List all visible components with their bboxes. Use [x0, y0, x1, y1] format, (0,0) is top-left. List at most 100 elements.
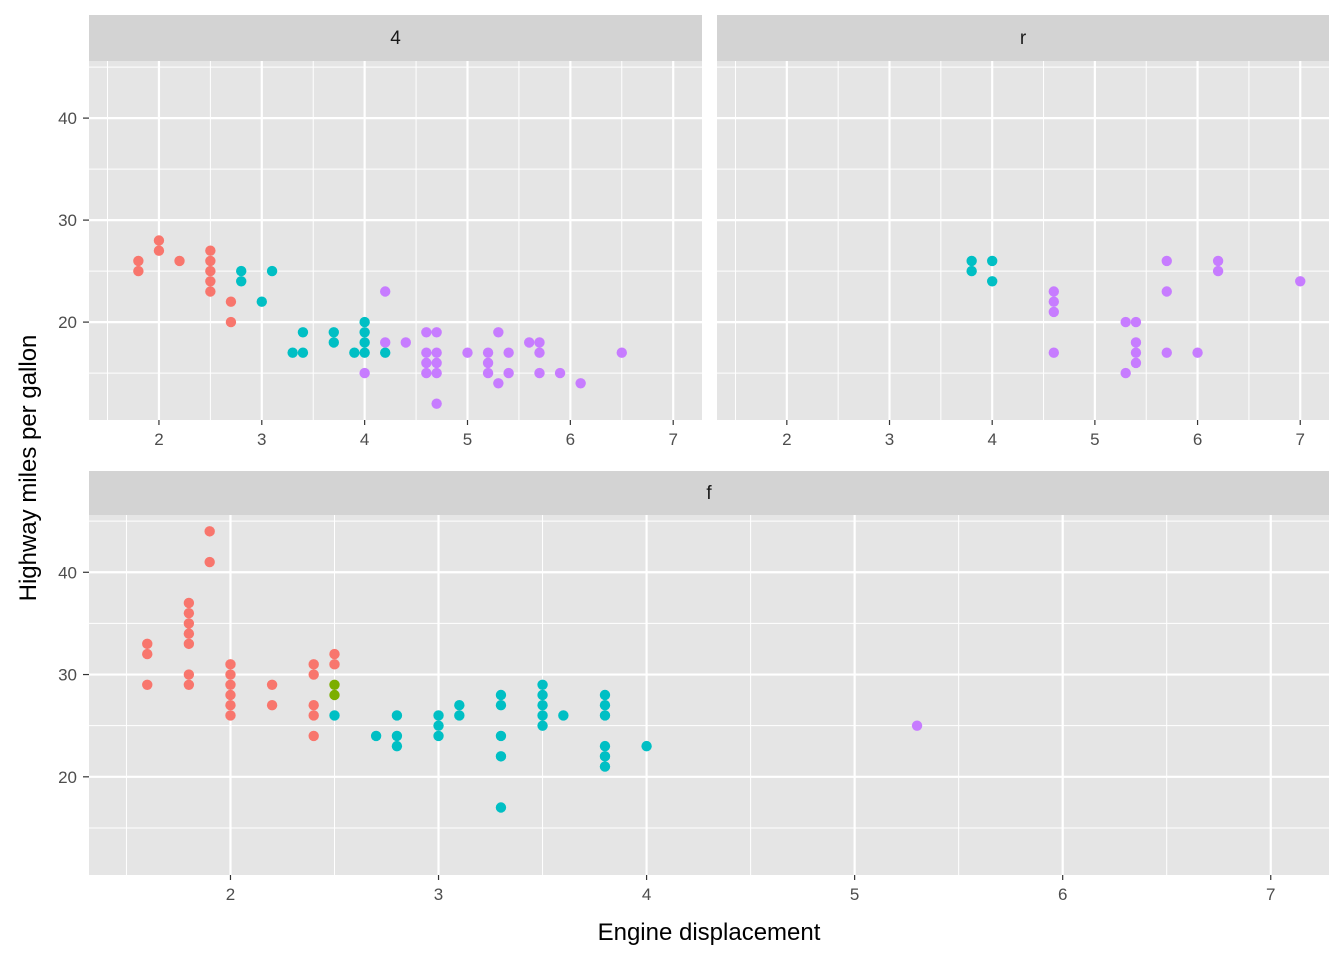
data-point	[966, 265, 977, 277]
data-point	[308, 710, 319, 721]
panel-background	[89, 515, 1329, 875]
x-tick-label: 5	[1090, 430, 1099, 449]
data-point	[329, 679, 340, 690]
x-tick-label: 6	[566, 430, 575, 449]
strip-background	[717, 15, 1329, 61]
data-point	[308, 669, 319, 680]
data-point	[133, 255, 144, 267]
data-point	[183, 628, 195, 639]
y-axis: 20 30 40	[58, 109, 89, 332]
data-point	[495, 700, 507, 711]
y-axis: 20 30 40	[58, 563, 89, 787]
data-point	[359, 337, 370, 348]
data-point	[174, 255, 185, 267]
facet-panel-4wd: 4 20 30 40 2 3 4 5 6 7	[58, 15, 702, 449]
data-point	[391, 730, 403, 742]
data-point	[1130, 347, 1142, 358]
x-axis: 2 3 4 5 6 7	[226, 875, 1275, 904]
data-point	[462, 347, 473, 358]
data-point	[599, 710, 611, 721]
strip-label: r	[1020, 28, 1027, 49]
data-point	[225, 710, 236, 721]
x-axis: 2 3 4 5 6 7	[154, 420, 678, 449]
x-tick-label: 2	[154, 430, 163, 449]
y-axis-title: Highway miles per gallon	[15, 335, 42, 602]
x-tick-label: 6	[1193, 430, 1202, 449]
data-point	[225, 679, 236, 690]
data-point	[1120, 316, 1131, 328]
data-point	[1161, 347, 1172, 358]
data-point	[329, 659, 340, 670]
x-tick-label: 5	[463, 430, 472, 449]
data-point	[328, 327, 339, 338]
data-point	[482, 357, 494, 369]
data-point	[503, 367, 514, 379]
data-point	[431, 367, 442, 379]
data-point	[1212, 255, 1224, 267]
data-point	[433, 710, 444, 721]
x-tick-label: 4	[360, 430, 369, 449]
data-point	[400, 337, 411, 348]
data-point	[153, 245, 165, 256]
data-point	[225, 316, 237, 328]
data-points	[133, 235, 627, 409]
data-point	[911, 720, 923, 731]
data-point	[454, 700, 465, 711]
data-point	[183, 679, 195, 690]
data-point	[142, 648, 153, 660]
data-point	[349, 347, 360, 358]
data-point	[558, 710, 569, 721]
data-point	[421, 327, 432, 338]
data-point	[266, 679, 278, 690]
y-tick-label: 30	[58, 666, 77, 685]
facet-panel-fwd: f 20 30 40 2 3 4 5 6 7	[58, 471, 1329, 904]
strip-label: f	[706, 483, 712, 504]
x-tick-label: 7	[1266, 885, 1275, 904]
data-point	[534, 367, 545, 379]
data-point	[482, 347, 494, 358]
data-point	[183, 618, 195, 629]
data-point	[599, 689, 611, 701]
x-axis: 2 3 4 5 6 7	[782, 420, 1305, 449]
data-point	[495, 730, 507, 742]
data-point	[537, 720, 548, 731]
data-point	[380, 286, 391, 297]
grid-lines	[717, 61, 1329, 420]
data-point	[133, 265, 144, 277]
data-point	[431, 327, 442, 338]
grid-lines	[89, 515, 1329, 875]
data-point	[380, 347, 391, 358]
data-point	[297, 347, 309, 358]
data-point	[266, 265, 278, 277]
data-point	[1130, 337, 1142, 348]
y-tick-label: 40	[58, 109, 77, 128]
data-point	[537, 710, 548, 721]
data-point	[204, 556, 215, 568]
x-tick-label: 4	[987, 430, 996, 449]
data-point	[641, 740, 652, 752]
x-tick-label: 3	[257, 430, 266, 449]
x-tick-label: 7	[1296, 430, 1305, 449]
data-point	[1120, 367, 1131, 379]
data-point	[1161, 255, 1172, 267]
data-point	[225, 659, 236, 670]
data-point	[1048, 296, 1060, 307]
data-point	[537, 679, 548, 690]
data-point	[205, 276, 216, 287]
data-point	[524, 337, 535, 348]
data-point	[503, 347, 514, 358]
data-point	[266, 700, 278, 711]
data-point	[616, 347, 627, 358]
data-point	[986, 255, 998, 267]
data-point	[308, 659, 319, 670]
data-point	[256, 296, 267, 307]
data-point	[575, 378, 586, 389]
data-point	[1048, 347, 1060, 358]
y-tick-label: 20	[58, 768, 77, 787]
data-point	[370, 730, 382, 742]
data-point	[534, 347, 545, 358]
data-point	[391, 710, 403, 721]
data-point	[225, 689, 236, 701]
data-point	[599, 751, 611, 762]
data-point	[482, 367, 494, 379]
